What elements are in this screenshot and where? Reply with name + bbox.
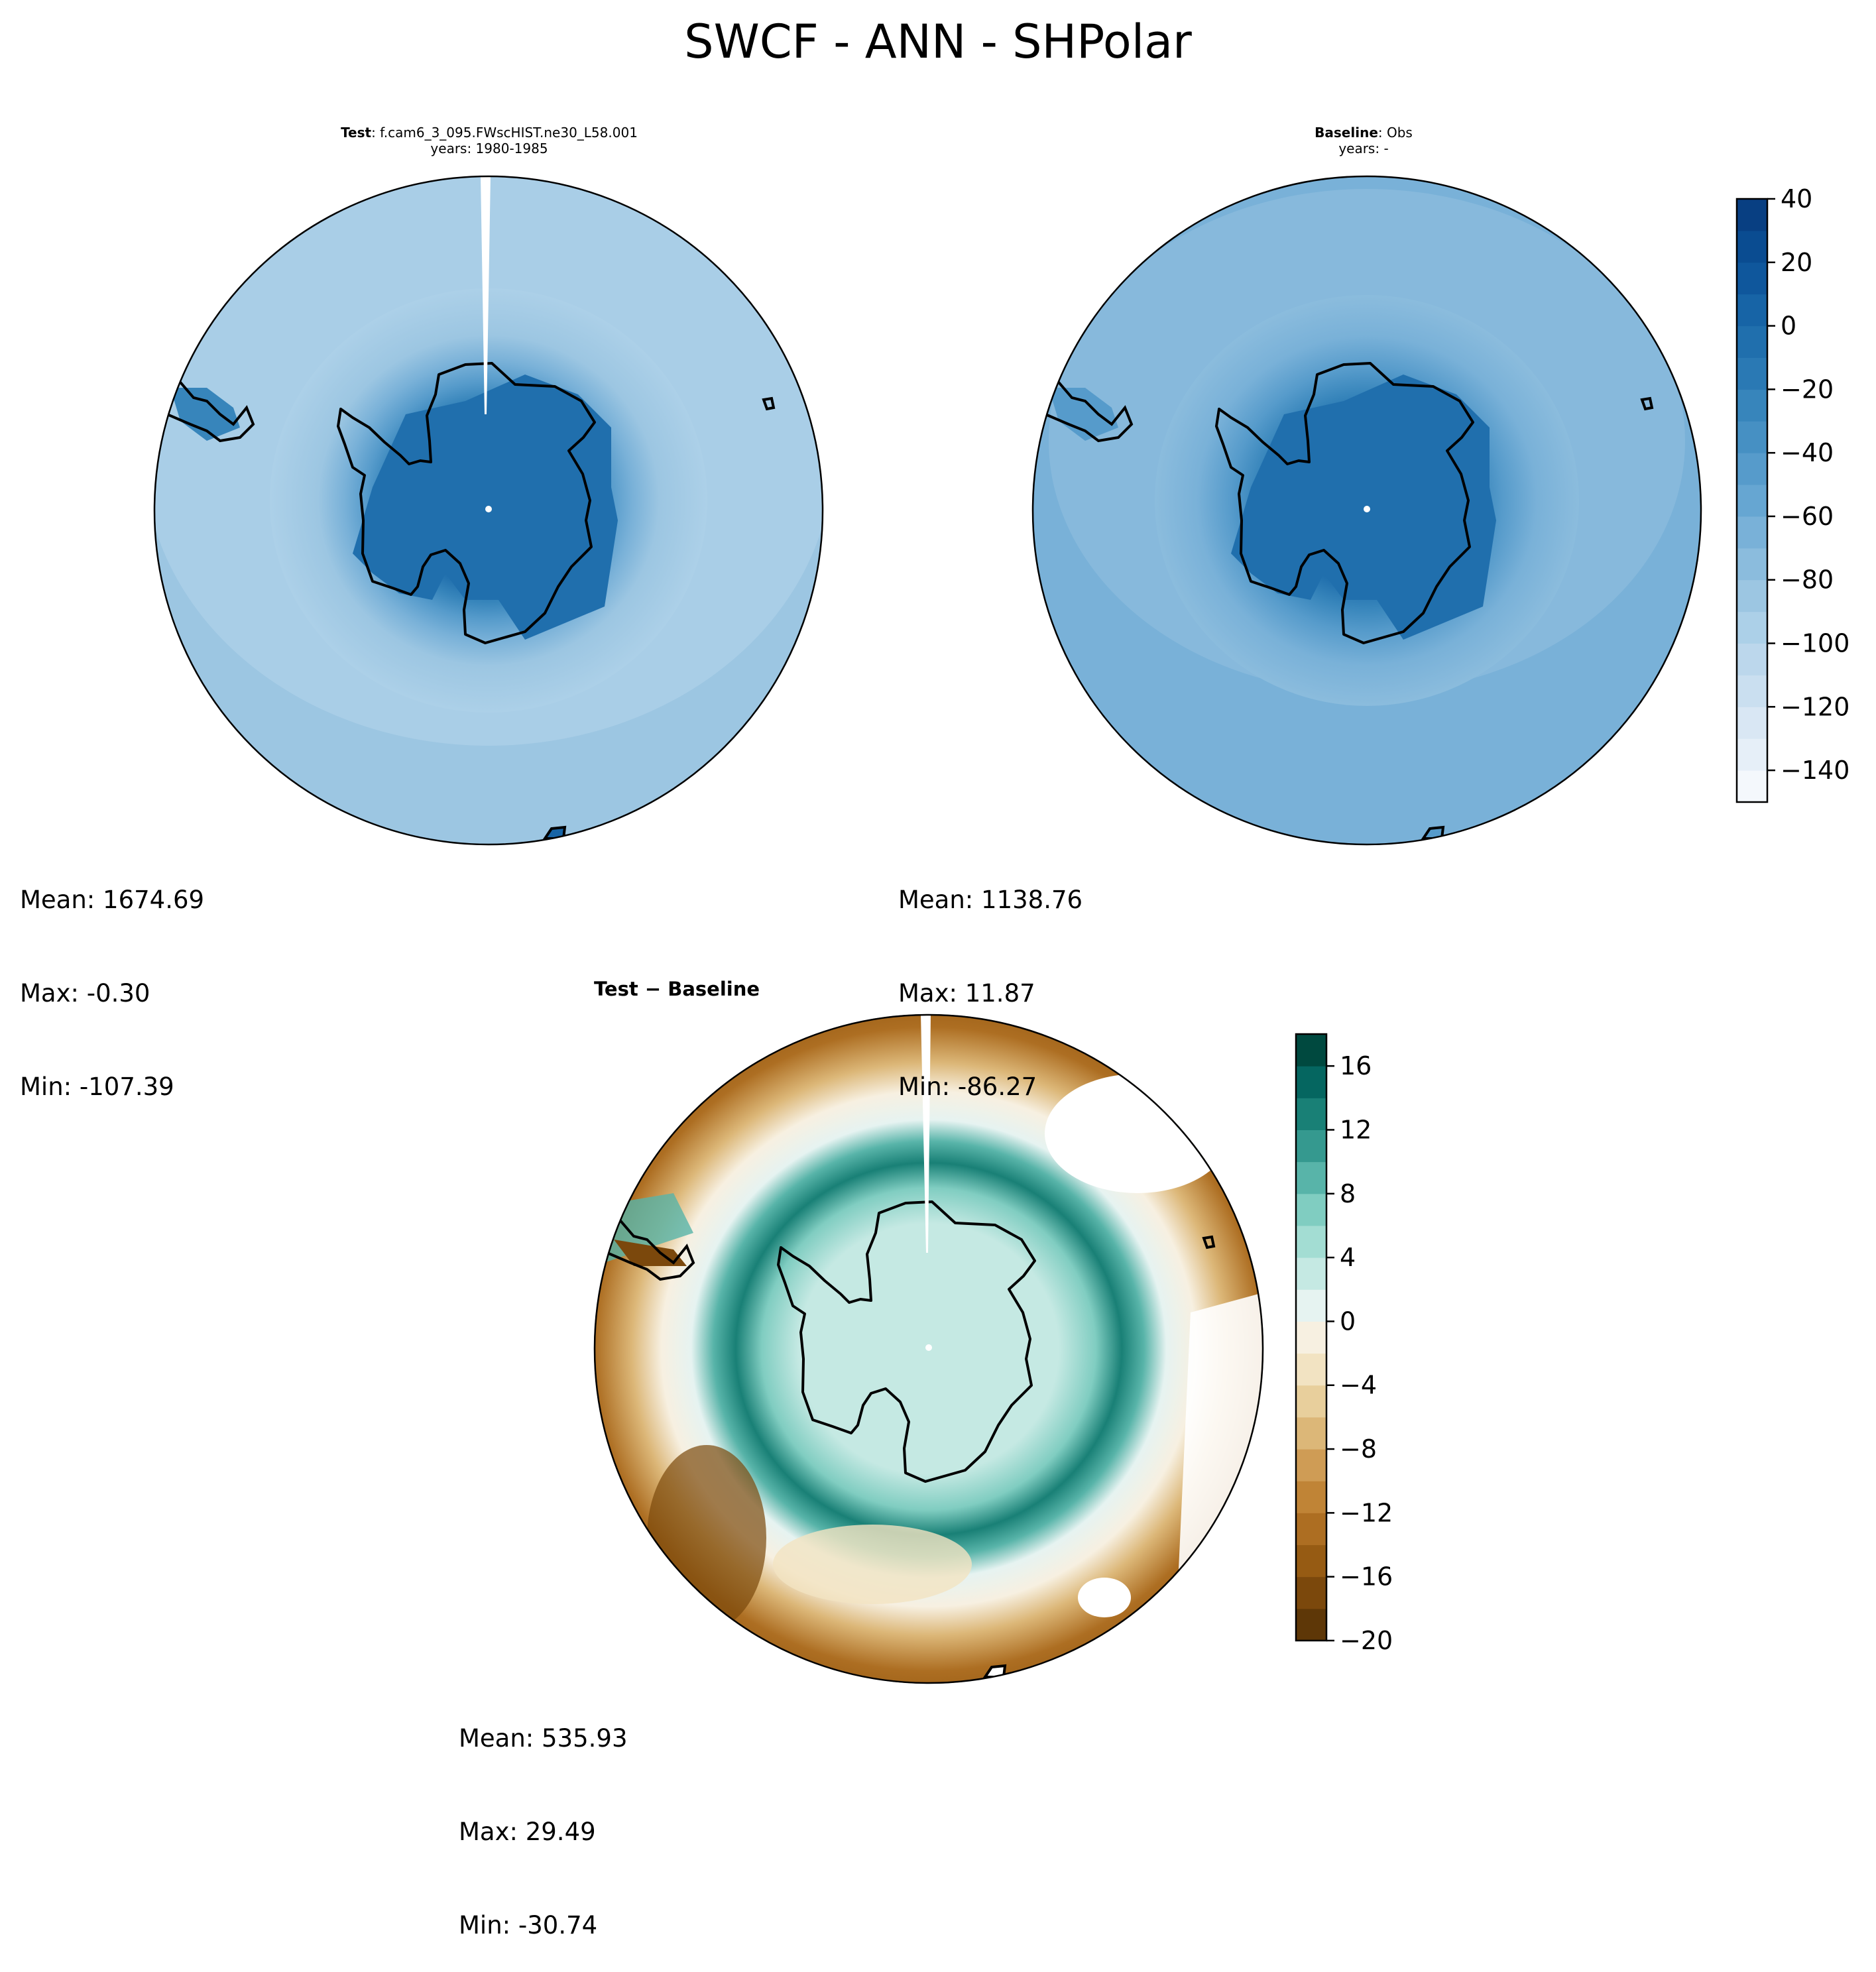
baseline-colorbar-segment: [1737, 294, 1767, 327]
baseline-colorbar-segment: [1737, 548, 1767, 581]
baseline-colorbar-segment: [1737, 611, 1767, 644]
test-label-rest: : f.cam6_3_095.FWscHIST.ne30_L58.001: [371, 125, 638, 141]
baseline-stats: Mean: 1138.76 Max: 11.87 Min: -86.27: [898, 822, 1083, 1133]
test-min: Min: -107.39: [20, 1073, 174, 1101]
baseline-colorbar-segment: [1737, 325, 1767, 358]
diff-colorbar-tick-label: 8: [1340, 1179, 1356, 1208]
baseline-colorbar-segment: [1737, 357, 1767, 390]
diff-colorbar-tick-label: 12: [1340, 1115, 1372, 1144]
baseline-colorbar-tick-label: −20: [1781, 375, 1834, 404]
diff-colorbar-segment: [1296, 1225, 1326, 1258]
baseline-map: [1031, 175, 1702, 846]
baseline-colorbar-segment: [1737, 453, 1767, 485]
test-label-bold: Test: [341, 125, 372, 141]
baseline-colorbar-segment: [1737, 421, 1767, 453]
baseline-max: Max: 11.87: [898, 979, 1035, 1008]
diff-colorbar: 16 12 8 4 0 −4 −8 −12 −16 −20: [1295, 1033, 1393, 1655]
diff-colorbar-segment: [1296, 1193, 1326, 1226]
diff-colorbar-segment: [1296, 1544, 1326, 1578]
baseline-colorbar-segment: [1737, 389, 1767, 422]
diff-colorbar-frame: [1295, 1033, 1328, 1642]
diff-colorbar-segment: [1296, 1608, 1326, 1641]
diff-mean: Mean: 535.93: [459, 1724, 628, 1753]
diff-max: Max: 29.49: [459, 1818, 596, 1846]
diff-colorbar-tick-label: −12: [1340, 1498, 1393, 1527]
baseline-colorbar-segment: [1737, 770, 1767, 803]
diff-panel-title: Test − Baseline: [594, 978, 760, 1000]
diff-colorbar-tick-label: 0: [1340, 1306, 1356, 1336]
baseline-colorbar-segment: [1737, 516, 1767, 549]
diff-colorbar-tick-label: −16: [1340, 1562, 1393, 1592]
diff-colorbar-segment: [1296, 1321, 1326, 1354]
test-panel-title: Test: f.cam6_3_095.FWscHIST.ne30_L58.001…: [224, 125, 754, 156]
baseline-colorbar-tick-label: −120: [1781, 692, 1849, 721]
diff-colorbar-segment: [1296, 1513, 1326, 1546]
figure-title: SWCF - ANN - SHPolar: [684, 15, 1192, 69]
test-mean: Mean: 1674.69: [20, 886, 205, 914]
diff-colorbar-segment: [1296, 1257, 1326, 1290]
diff-colorbar-segment: [1296, 1417, 1326, 1450]
diff-colorbar-tick-label: 16: [1340, 1051, 1372, 1080]
test-stats: Mean: 1674.69 Max: -0.30 Min: -107.39: [20, 822, 204, 1133]
diff-min: Min: -30.74: [459, 1911, 598, 1940]
baseline-label-rest: : Obs: [1378, 125, 1413, 141]
baseline-colorbar-segment: [1737, 643, 1767, 675]
baseline-colorbar-segment: [1737, 485, 1767, 517]
baseline-colorbar-segment: [1737, 738, 1767, 771]
baseline-colorbar-tick-label: −100: [1781, 629, 1849, 658]
diff-colorbar-segment: [1296, 1034, 1326, 1067]
diff-map: [593, 1014, 1264, 1684]
diff-colorbar-segment: [1296, 1161, 1326, 1194]
diff-colorbar-segment: [1296, 1353, 1326, 1386]
baseline-colorbar: 40 20 0 −20 −40 −60 −80 −100 −120 −140: [1735, 184, 1849, 803]
diff-colorbar-tick-label: −20: [1340, 1626, 1393, 1655]
test-max: Max: -0.30: [20, 979, 150, 1008]
baseline-mean: Mean: 1138.76: [898, 886, 1083, 914]
baseline-colorbar-tick-label: −140: [1781, 756, 1849, 785]
diff-colorbar-tick-label: 4: [1340, 1243, 1356, 1272]
diff-colorbar-tick-label: −8: [1340, 1434, 1377, 1464]
baseline-colorbar-tick-label: 40: [1781, 184, 1812, 213]
baseline-label-bold: Baseline: [1315, 125, 1378, 141]
baseline-colorbar-tick-label: 20: [1781, 248, 1812, 277]
diff-colorbar-segment: [1296, 1098, 1326, 1130]
baseline-years: years: -: [1338, 141, 1389, 156]
diff-colorbar-segment: [1296, 1066, 1326, 1098]
baseline-min: Min: -86.27: [898, 1073, 1037, 1101]
baseline-colorbar-segment: [1737, 579, 1767, 612]
diff-colorbar-segment: [1296, 1449, 1326, 1481]
antarctica-coastline: [1215, 362, 1474, 644]
diff-colorbar-tick-label: −4: [1340, 1371, 1377, 1400]
baseline-colorbar-tick-label: −60: [1781, 502, 1834, 531]
baseline-colorbar-tick-label: 0: [1781, 312, 1796, 341]
diff-colorbar-segment: [1296, 1576, 1326, 1609]
diff-colorbar-segment: [1296, 1385, 1326, 1418]
baseline-colorbar-frame: [1735, 198, 1769, 803]
diff-colorbar-segment: [1296, 1289, 1326, 1322]
baseline-colorbar-segment: [1737, 199, 1767, 231]
baseline-colorbar-segment: [1737, 230, 1767, 263]
baseline-colorbar-tick-label: −40: [1781, 438, 1834, 467]
antarctica-coastline: [337, 362, 596, 644]
antarctica-coastline: [777, 1200, 1036, 1483]
baseline-colorbar-segment: [1737, 707, 1767, 739]
baseline-colorbar-tick-label: −80: [1781, 565, 1834, 595]
baseline-colorbar-segment: [1737, 675, 1767, 707]
diff-colorbar-segment: [1296, 1130, 1326, 1163]
test-map: [153, 175, 824, 846]
baseline-panel-title: Baseline: Obs years: -: [1098, 125, 1629, 156]
test-years: years: 1980-1985: [430, 141, 548, 156]
diff-stats: Mean: 535.93 Max: 29.49 Min: -30.74: [459, 1660, 628, 1972]
diff-colorbar-segment: [1296, 1481, 1326, 1513]
baseline-colorbar-segment: [1737, 262, 1767, 295]
